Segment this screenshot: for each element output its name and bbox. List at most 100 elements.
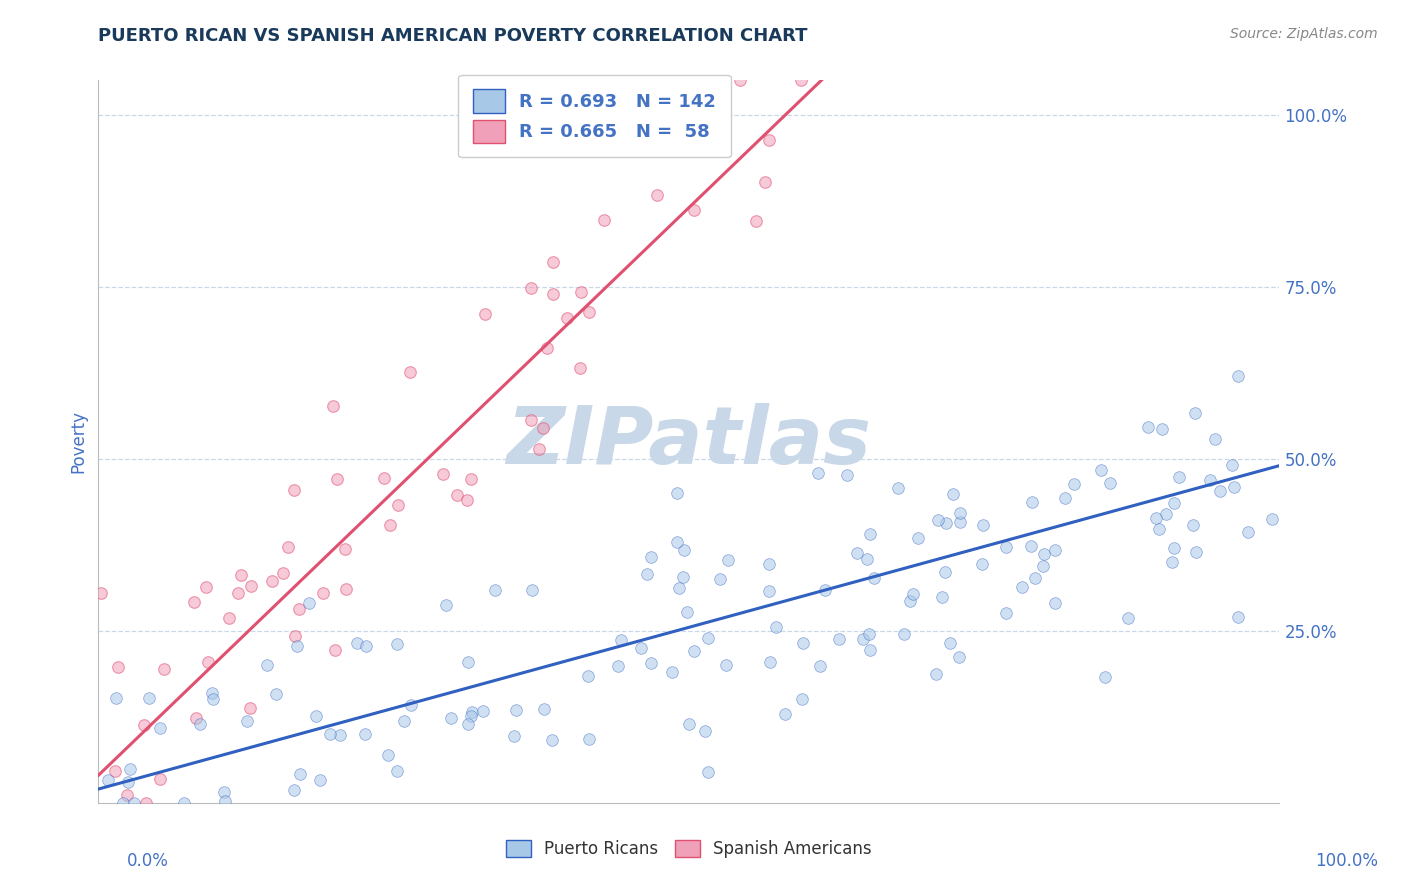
Point	[1019, 539, 1042, 553]
Point	[304, 709, 326, 723]
Point	[540, 733, 562, 747]
Point	[606, 658, 628, 673]
Y-axis label: Poverty: Poverty	[69, 410, 87, 473]
Point	[520, 280, 543, 294]
Point	[484, 583, 506, 598]
Point	[149, 772, 172, 786]
Point	[893, 626, 915, 640]
Point	[837, 468, 859, 483]
Point	[709, 573, 731, 587]
Point	[460, 709, 482, 723]
Text: 100.0%: 100.0%	[1315, 852, 1378, 870]
Point	[1024, 571, 1046, 585]
Point	[377, 748, 399, 763]
Point	[1209, 484, 1232, 499]
Point	[569, 360, 592, 375]
Point	[333, 541, 356, 556]
Point	[197, 655, 219, 669]
Point	[288, 602, 311, 616]
Point	[995, 540, 1018, 554]
Text: ZIPatlas: ZIPatlas	[506, 402, 872, 481]
Point	[665, 486, 688, 500]
Point	[212, 785, 235, 799]
Point	[283, 782, 305, 797]
Point	[931, 591, 953, 605]
Point	[533, 702, 555, 716]
Point	[852, 632, 875, 647]
Point	[672, 543, 695, 558]
Point	[432, 467, 454, 482]
Point	[226, 586, 249, 600]
Point	[775, 706, 797, 721]
Point	[1094, 670, 1116, 684]
Point	[271, 566, 294, 581]
Point	[318, 727, 340, 741]
Point	[229, 567, 252, 582]
Point	[678, 717, 700, 731]
Point	[283, 483, 305, 498]
Point	[117, 775, 139, 789]
Point	[1063, 477, 1085, 491]
Point	[1136, 419, 1159, 434]
Point	[373, 471, 395, 485]
Point	[1032, 558, 1054, 573]
Text: 0.0%: 0.0%	[127, 852, 169, 870]
Point	[949, 515, 972, 529]
Point	[569, 285, 592, 299]
Point	[790, 73, 813, 87]
Point	[309, 773, 332, 788]
Point	[440, 711, 463, 725]
Point	[1199, 474, 1222, 488]
Point	[934, 565, 956, 579]
Point	[122, 796, 145, 810]
Point	[346, 635, 368, 649]
Point	[682, 643, 704, 657]
Point	[120, 762, 142, 776]
Point	[672, 570, 695, 584]
Point	[640, 549, 662, 564]
Point	[1222, 480, 1244, 494]
Point	[1184, 406, 1206, 420]
Point	[927, 513, 949, 527]
Point	[808, 659, 831, 673]
Point	[149, 721, 172, 735]
Point	[240, 579, 263, 593]
Point	[676, 605, 699, 619]
Point	[457, 655, 479, 669]
Point	[862, 571, 884, 585]
Point	[236, 714, 259, 729]
Point	[378, 518, 401, 533]
Point	[385, 764, 408, 778]
Point	[322, 399, 344, 413]
Point	[925, 666, 948, 681]
Point	[97, 772, 120, 787]
Point	[152, 662, 174, 676]
Point	[693, 723, 716, 738]
Point	[1204, 432, 1226, 446]
Point	[218, 611, 240, 625]
Point	[1032, 548, 1054, 562]
Point	[939, 636, 962, 650]
Point	[1163, 541, 1185, 556]
Point	[186, 711, 208, 725]
Point	[256, 657, 278, 672]
Point	[765, 619, 787, 633]
Point	[214, 794, 236, 808]
Point	[520, 413, 543, 427]
Point	[900, 594, 922, 608]
Point	[188, 716, 211, 731]
Point	[846, 546, 869, 560]
Point	[1043, 596, 1066, 610]
Point	[1150, 422, 1173, 436]
Point	[527, 442, 550, 456]
Point	[661, 665, 683, 679]
Point	[1237, 524, 1260, 539]
Point	[138, 691, 160, 706]
Point	[1181, 518, 1204, 533]
Point	[1185, 545, 1208, 559]
Point	[683, 202, 706, 217]
Point	[576, 668, 599, 682]
Point	[555, 311, 578, 326]
Point	[90, 586, 112, 600]
Point	[949, 506, 972, 520]
